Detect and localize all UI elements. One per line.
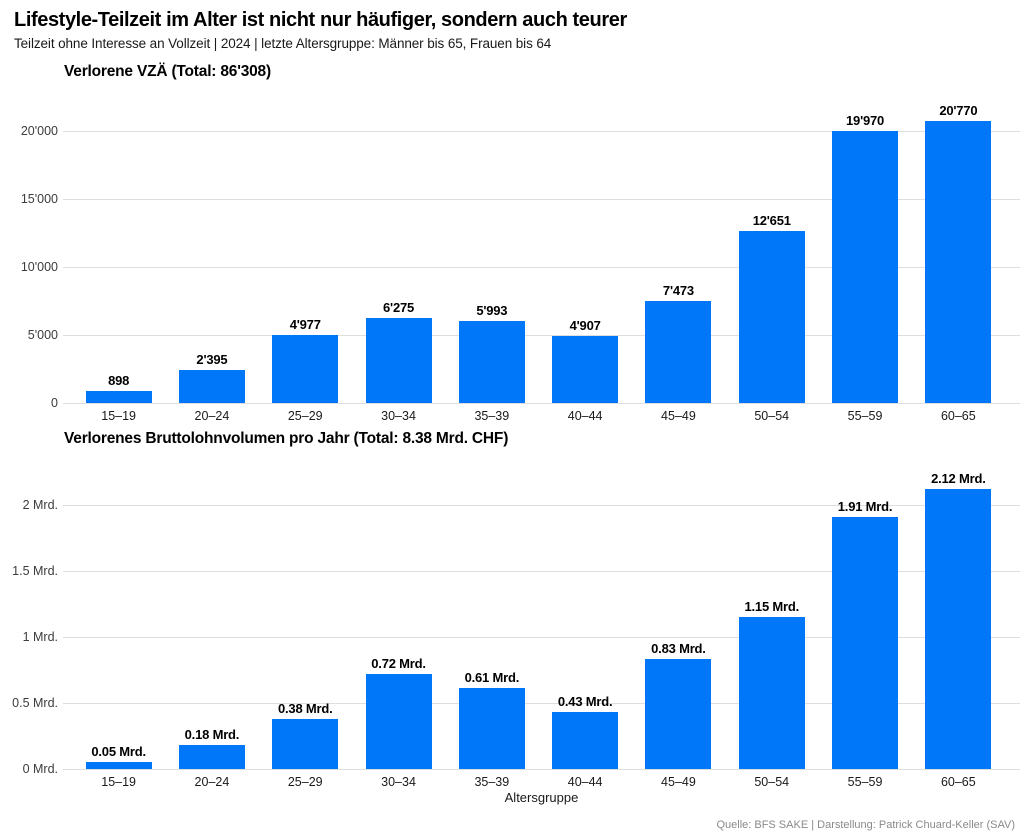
x-tick-label: 55–59 xyxy=(847,409,883,423)
gridline xyxy=(63,703,1020,704)
bar-40–44 xyxy=(552,712,619,769)
bar-value-label: 0.38 Mrd. xyxy=(277,700,333,716)
x-tick-label: 45–49 xyxy=(661,775,696,789)
bar-50–54 xyxy=(738,230,805,403)
bar-45–49 xyxy=(645,659,712,769)
gridline xyxy=(63,637,1020,638)
gridline xyxy=(63,403,1020,404)
y-tick-label: 0.5 Mrd. xyxy=(12,696,58,710)
y-tick-label: 10'000 xyxy=(20,260,58,274)
x-tick-label: 30–34 xyxy=(381,409,416,423)
chart2-title: Verlorenes Bruttolohnvolumen pro Jahr (T… xyxy=(64,430,509,447)
gridline xyxy=(63,199,1020,200)
y-tick-label: 20'000 xyxy=(20,124,58,138)
bar-60–65 xyxy=(925,489,992,769)
x-tick-label: 30–34 xyxy=(381,775,416,789)
gridline xyxy=(63,505,1020,506)
bar-15–19 xyxy=(85,762,152,769)
bar-value-label: 4'907 xyxy=(569,318,601,334)
bar-20–24 xyxy=(178,370,245,403)
y-tick-label: 15'000 xyxy=(20,192,58,206)
bar-45–49 xyxy=(645,301,712,403)
bar-55–59 xyxy=(832,516,899,769)
x-tick-label: 40–44 xyxy=(567,775,603,789)
x-tick-label: 25–29 xyxy=(287,775,323,789)
x-tick-label: 35–39 xyxy=(474,409,510,423)
bar-25–29 xyxy=(272,718,339,769)
bar-60–65 xyxy=(925,120,992,403)
bar-value-label: 7'473 xyxy=(662,283,694,299)
y-tick-label: 2 Mrd. xyxy=(22,498,58,512)
bar-30–34 xyxy=(365,673,432,769)
bar-value-label: 5'993 xyxy=(476,303,508,319)
x-tick-label: 15–19 xyxy=(101,775,137,789)
bar-value-label: 1.91 Mrd. xyxy=(837,498,893,514)
y-tick-label: 0 Mrd. xyxy=(22,762,58,776)
gridline xyxy=(63,131,1020,132)
bar-value-label: 1.15 Mrd. xyxy=(744,599,800,615)
y-tick-label: 5'000 xyxy=(27,328,58,342)
gridline xyxy=(63,571,1020,572)
x-tick-label: 15–19 xyxy=(101,409,137,423)
page-subtitle: Teilzeit ohne Interesse an Vollzeit | 20… xyxy=(14,36,552,51)
y-tick-label: 1 Mrd. xyxy=(22,630,58,644)
bar-value-label: 0.83 Mrd. xyxy=(651,641,706,657)
bar-value-label: 12'651 xyxy=(752,212,791,228)
x-axis-title: Altersgruppe xyxy=(504,790,579,805)
bar-value-label: 2.12 Mrd. xyxy=(931,471,986,487)
x-tick-label: 45–49 xyxy=(661,409,696,423)
bar-value-label: 4'977 xyxy=(289,317,321,333)
bar-30–34 xyxy=(365,317,432,403)
gridline xyxy=(63,769,1020,770)
bar-35–39 xyxy=(458,688,525,769)
x-tick-label: 60–65 xyxy=(940,409,976,423)
x-tick-label: 25–29 xyxy=(287,409,323,423)
bar-value-label: 0.61 Mrd. xyxy=(464,670,520,686)
bar-value-label: 898 xyxy=(108,372,130,388)
x-tick-label: 50–54 xyxy=(754,775,790,789)
bar-15–19 xyxy=(85,390,152,403)
bar-value-label: 0.72 Mrd. xyxy=(371,655,426,671)
x-tick-label: 50–54 xyxy=(754,409,790,423)
bar-value-label: 2'395 xyxy=(196,352,228,368)
y-tick-label: 1.5 Mrd. xyxy=(12,564,58,578)
bar-55–59 xyxy=(832,131,899,403)
bar-40–44 xyxy=(552,336,619,403)
bar-20–24 xyxy=(178,745,245,769)
bar-50–54 xyxy=(738,617,805,769)
y-tick-label: 0 xyxy=(51,396,58,410)
x-tick-label: 35–39 xyxy=(474,775,510,789)
bar-value-label: 0.05 Mrd. xyxy=(91,744,146,760)
bar-value-label: 20'770 xyxy=(939,102,978,118)
bar-value-label: 19'970 xyxy=(846,113,885,129)
x-tick-label: 20–24 xyxy=(194,775,230,789)
x-tick-label: 55–59 xyxy=(847,775,883,789)
bar-value-label: 6'275 xyxy=(383,299,415,315)
gridline xyxy=(63,267,1020,268)
bar-value-label: 0.43 Mrd. xyxy=(557,694,613,710)
x-tick-label: 40–44 xyxy=(567,409,603,423)
page-title: Lifestyle-Teilzeit im Alter ist nicht nu… xyxy=(14,9,627,31)
gridline xyxy=(63,335,1020,336)
source-note: Quelle: BFS SAKE | Darstellung: Patrick … xyxy=(716,819,1015,831)
bar-35–39 xyxy=(458,321,525,403)
bar-value-label: 0.18 Mrd. xyxy=(184,727,240,743)
chart1-title: Verlorene VZÄ (Total: 86'308) xyxy=(64,63,271,80)
x-tick-label: 20–24 xyxy=(194,409,230,423)
x-tick-label: 60–65 xyxy=(940,775,976,789)
bar-25–29 xyxy=(272,335,339,403)
